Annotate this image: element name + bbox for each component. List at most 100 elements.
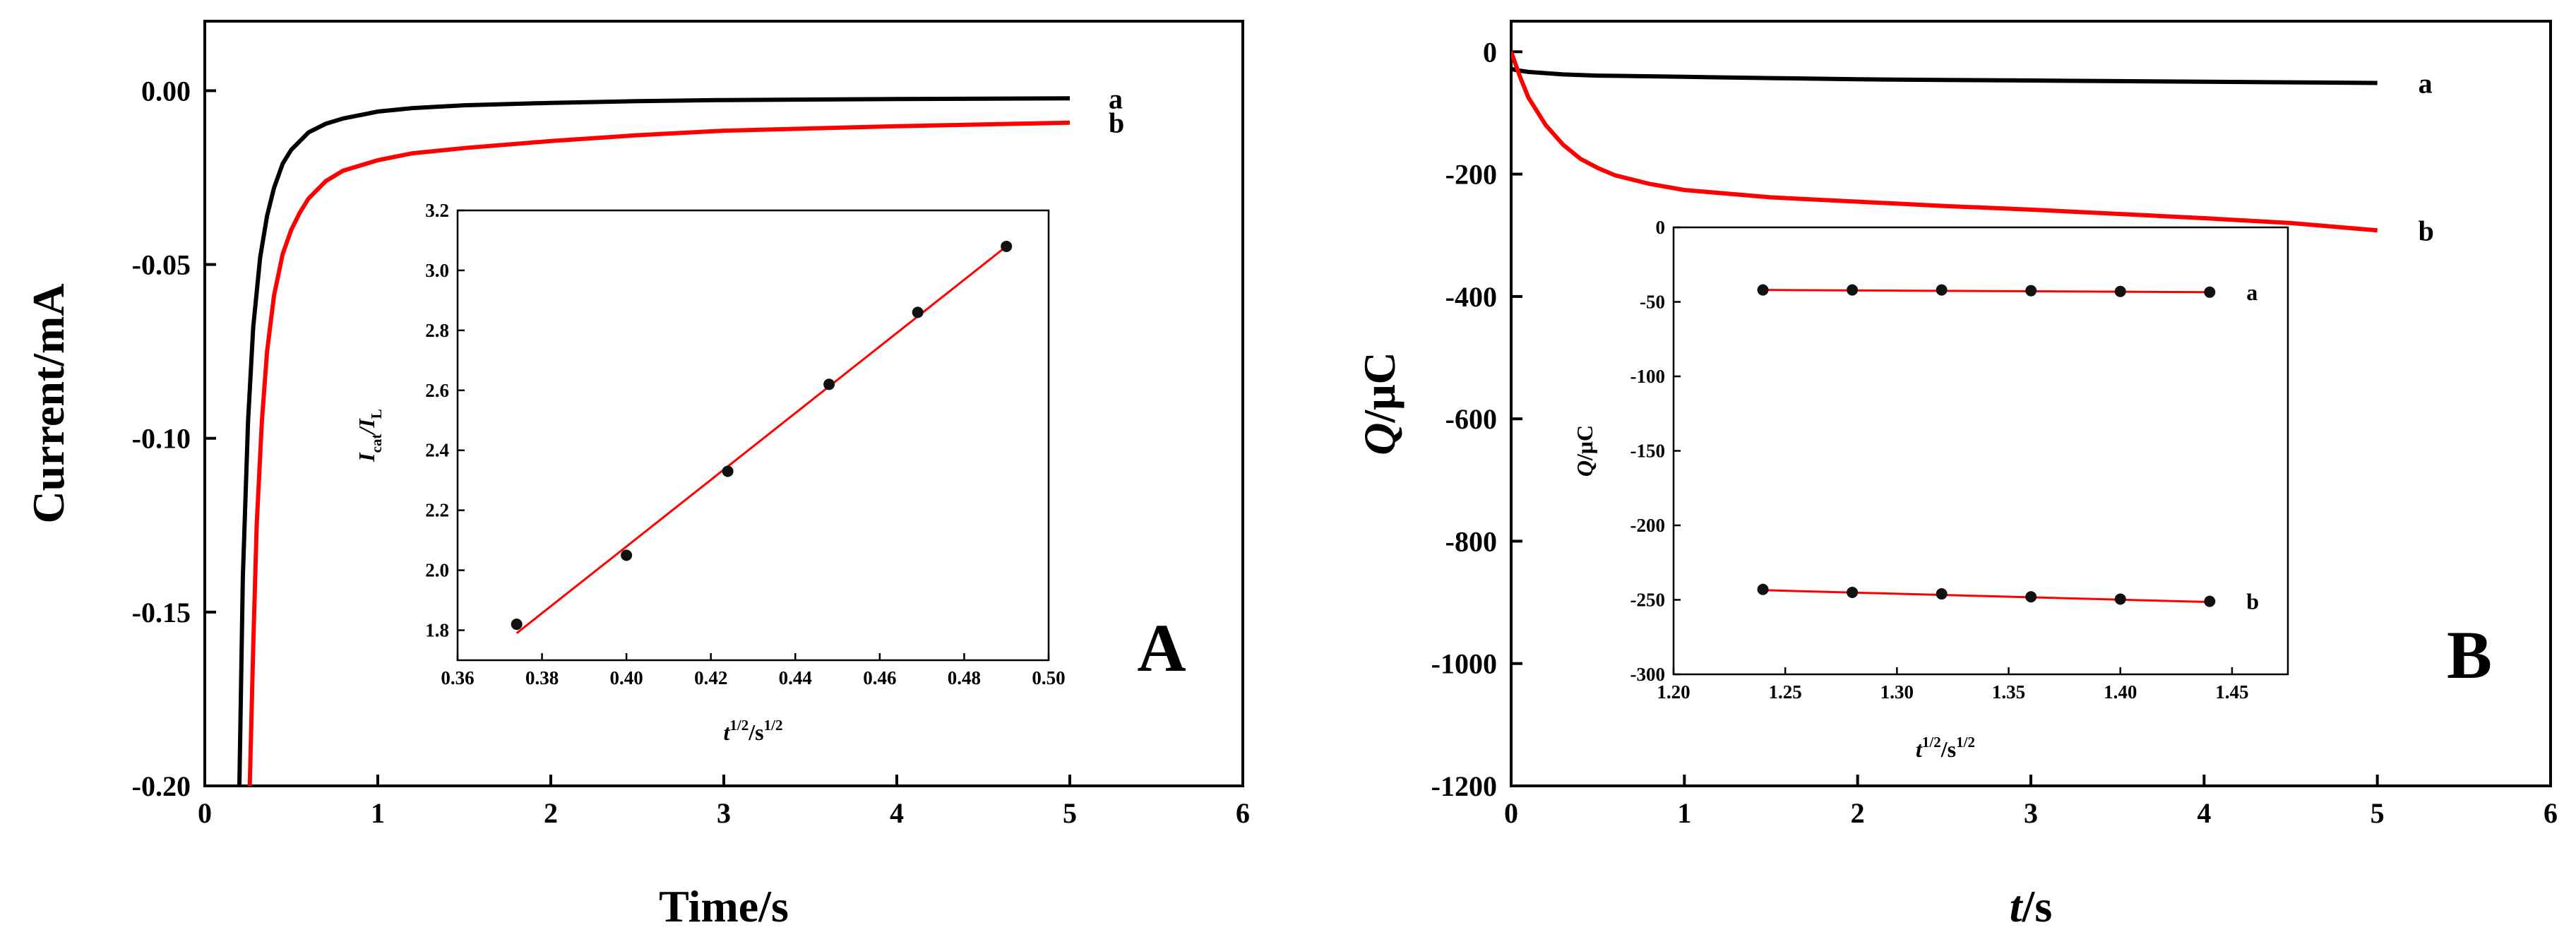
- series-line-b: [247, 120, 1071, 786]
- inset-y-title-part: cat: [368, 434, 385, 453]
- inset-point-a: [1847, 284, 1859, 296]
- inset-x-tick-label: 0.42: [694, 667, 727, 688]
- inset-y-title-part: /μC: [1572, 425, 1597, 461]
- inset-x-title: t1/2/s1/2: [724, 717, 783, 745]
- inset-point-b: [1757, 583, 1769, 595]
- inset-point: [823, 378, 835, 390]
- inset-point-b: [1847, 586, 1859, 598]
- inset-x-title-part: t: [724, 720, 731, 745]
- inset-bg: [458, 210, 1049, 660]
- series-label-b: b: [1109, 107, 1124, 139]
- inset-y-tick-label: 0: [1656, 217, 1666, 238]
- x-tick-label: 3: [717, 797, 731, 829]
- inset-point-b: [1936, 588, 1948, 600]
- x-axis-title-part: /s: [2022, 881, 2053, 931]
- inset-point-b: [2025, 591, 2037, 603]
- panel-b: 0 1 2 3 4 5 6-1200-1000-800-600-400-2000t/sQ/μ…: [1354, 20, 2558, 931]
- panel-label: A: [1137, 610, 1186, 686]
- x-tick-label: 5: [2371, 797, 2385, 829]
- inset-b: 1.20 1.25 1.30 1.35 1.40 1.45 -300 -250 -200 -150…: [1572, 217, 2289, 762]
- panel-a: 0 1 2 3 4 5 6 -0.20 -0.15 -0.10 -0.05 0.00 Time/s Cur…: [23, 20, 1250, 931]
- x-tick-label: 6: [1236, 797, 1250, 829]
- inset-x-tick-label: 0.46: [863, 667, 896, 688]
- inset-fit-line-a: [1763, 289, 2210, 294]
- y-axis-title: Q/μC: [1354, 352, 1405, 455]
- y-tick-label: -1200: [1431, 770, 1497, 802]
- inset-point-a: [1757, 284, 1769, 296]
- inset-point: [1001, 240, 1013, 252]
- x-axis-title: t/s: [2010, 881, 2052, 931]
- inset-x-title-part: 1/2: [764, 717, 783, 734]
- x-axis-title: Time/s: [659, 881, 789, 931]
- x-tick-label: 0: [198, 797, 212, 829]
- inset-y-tick-label: 2.0: [425, 560, 449, 581]
- y-tick-label: -400: [1445, 281, 1497, 313]
- series-line-a: [1511, 66, 2378, 85]
- series-label-b: b: [2419, 215, 2434, 246]
- inset-x-title-part: 1/2: [1922, 734, 1941, 751]
- inset-bg: [1674, 227, 2288, 674]
- y-tick-label: -200: [1445, 159, 1497, 191]
- inset-x-title: t1/2/s1/2: [1916, 734, 1975, 762]
- inset-point-a: [2114, 285, 2126, 297]
- inset-x-tick-label: 0.44: [779, 667, 812, 688]
- x-tick-label: 2: [1851, 797, 1865, 829]
- inset-y-title-part: Q: [1572, 460, 1597, 477]
- y-tick-label: -600: [1445, 403, 1497, 435]
- inset-point-b: [2114, 593, 2126, 605]
- inset-point: [511, 619, 523, 631]
- inset-x-tick-label: 0.36: [441, 667, 474, 688]
- inset-a: 0.36 0.38 0.40 0.42 0.44 0.46 0.48 0.50 1.8 2.0 2.…: [354, 200, 1066, 745]
- inset-point-a: [2025, 285, 2037, 297]
- inset-x-title-part: 1/2: [1956, 734, 1975, 751]
- inset-x-tick-label: 0.40: [610, 667, 643, 688]
- inset-y-title-part: /I: [354, 418, 379, 436]
- inset-y-tick-label: -200: [1630, 515, 1666, 536]
- inset-point-a: [2204, 286, 2216, 298]
- series-label-a: a: [2419, 68, 2433, 100]
- x-tick-label: 1: [1677, 797, 1691, 829]
- inset-y-title: Icat/IL: [354, 409, 385, 462]
- inset-x-title-part: 1/2: [729, 717, 749, 734]
- y-axis-title-part: Q: [1354, 423, 1405, 455]
- inset-y-tick-label: -250: [1630, 590, 1666, 611]
- inset-x-tick-label: 1.35: [1992, 681, 2025, 703]
- x-tick-label: 4: [2197, 797, 2211, 829]
- inset-y-tick-label: 2.2: [425, 500, 449, 521]
- inset-y-title-part: L: [368, 409, 385, 419]
- inset-y-tick-label: -50: [1640, 292, 1665, 313]
- y-tick-label: -1000: [1431, 648, 1497, 680]
- series-line-b: [1511, 51, 2378, 233]
- y-axis-title-part: /μC: [1354, 352, 1405, 423]
- x-tick-label: 6: [2544, 797, 2558, 829]
- inset-x-tick-label: 0.48: [948, 667, 981, 688]
- x-tick-label: 5: [1063, 797, 1077, 829]
- inset-x-title-part: /s: [1940, 736, 1956, 762]
- x-tick-label: 2: [544, 797, 558, 829]
- inset-x-title-part: /s: [748, 720, 763, 745]
- inset-y-tick-label: -100: [1630, 366, 1666, 387]
- inset-y-tick-label: -150: [1630, 441, 1666, 462]
- y-tick-label: -800: [1445, 525, 1497, 557]
- series-line-a: [237, 96, 1071, 786]
- inset-x-title-part: t: [1916, 736, 1923, 762]
- inset-point: [722, 465, 734, 477]
- series-label-a: a: [1109, 83, 1123, 114]
- inset-point: [621, 549, 633, 561]
- y-axis-title: Current/mA: [23, 283, 73, 523]
- inset-y-title: Q/μC: [1572, 425, 1597, 477]
- inset-frame: [456, 209, 1050, 662]
- inset-series-label-b: b: [2246, 589, 2259, 614]
- inset-y-tick-label: 2.6: [425, 380, 449, 401]
- inset-y-tick-label: 2.4: [425, 440, 449, 461]
- y-tick-label: -0.15: [132, 597, 191, 628]
- inset-x-tick-label: 1.40: [2104, 681, 2137, 703]
- inset-x-tick-label: 1.45: [2215, 681, 2248, 703]
- inset-x-tick-label: 0.50: [1032, 667, 1065, 688]
- inset-point-b: [2204, 595, 2216, 607]
- inset-y-tick-label: 3.2: [425, 200, 449, 221]
- x-tick-label: 3: [2024, 797, 2038, 829]
- inset-y-tick-label: 1.8: [425, 620, 449, 641]
